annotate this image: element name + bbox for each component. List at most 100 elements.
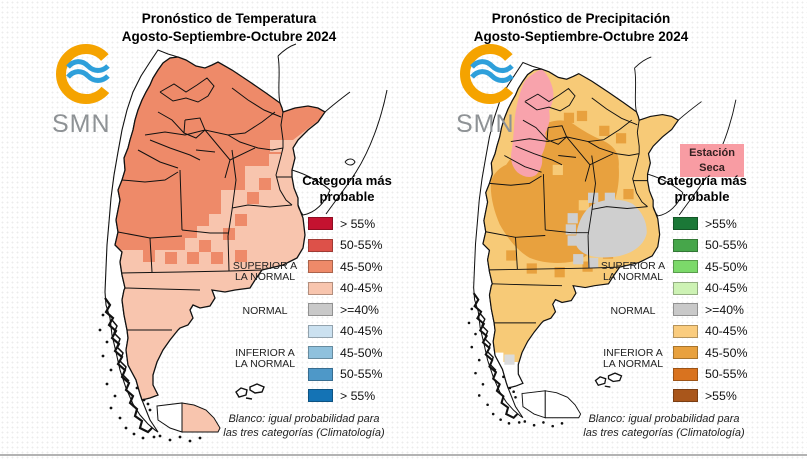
legend-row: > 55% — [308, 213, 382, 235]
legend-row: >=40% — [673, 299, 747, 321]
zone-normal — [575, 199, 647, 258]
legend-label: > 55% — [340, 388, 376, 403]
legend: >55% 50-55% 45-50% 40-45% >=40% 40-45% 4… — [673, 213, 747, 407]
panel-precipitation: Pronóstico de Precipitación Agosto-Septi… — [404, 0, 807, 455]
legend-label: >55% — [705, 388, 737, 403]
title-line-2: Agosto-Septiembre-Octubre 2024 — [121, 29, 337, 45]
legend-swatch — [673, 389, 698, 403]
legend-row: 50-55% — [673, 364, 747, 386]
legend-row: 45-50% — [308, 256, 382, 278]
legend-label: 50-55% — [705, 238, 748, 253]
legend-swatch — [673, 281, 698, 295]
panel-temperature: Pronóstico de Temperatura Agosto-Septiem… — [0, 0, 403, 455]
legend-row: 40-45% — [308, 278, 382, 300]
legend-row: 45-50% — [673, 256, 747, 278]
wave-icon — [470, 69, 514, 83]
tierra-del-fuego-chile — [156, 402, 183, 433]
legend: > 55% 50-55% 45-50% 40-45% >=40% 40-45% … — [308, 213, 382, 407]
legend-swatch — [308, 367, 333, 381]
legend-label: 40-45% — [705, 281, 748, 296]
malvinas-islands — [594, 372, 623, 388]
legend-row: >55% — [673, 385, 747, 407]
legend-swatch — [308, 217, 333, 231]
legend-heading: Categoría más probable — [292, 173, 402, 204]
malvinas-islands — [235, 383, 265, 400]
smn-logo: SMN — [456, 44, 530, 137]
legend-label: 45-50% — [340, 345, 383, 360]
legend-swatch — [308, 324, 333, 338]
legend-label: >55% — [705, 216, 737, 231]
wave-icon — [470, 59, 514, 73]
pixel-cells-dark — [143, 178, 271, 264]
title-line-2: Agosto-Septiembre-Octubre 2024 — [473, 29, 689, 45]
category-normal: NORMAL — [242, 305, 288, 317]
argentina-temperature-map — [98, 43, 388, 443]
legend-label: 50-55% — [340, 238, 383, 253]
panel-title: Pronóstico de Precipitación Agosto-Septi… — [440, 10, 722, 46]
dry-season-badge: Estación Seca — [680, 144, 744, 177]
zone-dry-season — [511, 69, 554, 178]
legend-heading-line1: Categoría más — [302, 173, 392, 188]
legend-heading-line1: Categoría más — [657, 173, 747, 188]
category-superior: SUPERIOR A LA NORMAL — [600, 260, 666, 284]
legend-label: 45-50% — [705, 345, 748, 360]
legend-swatch — [673, 260, 698, 274]
legend-label: 45-50% — [705, 259, 748, 274]
pixel-cells-light — [552, 164, 589, 211]
legend-label: >=40% — [340, 302, 379, 317]
legend-swatch — [308, 389, 333, 403]
panel-title: Pronóstico de Temperatura Agosto-Septiem… — [88, 10, 370, 46]
legend-row: 50-55% — [308, 235, 382, 257]
legend-row: 40-45% — [308, 321, 382, 343]
legend-row: 40-45% — [673, 321, 747, 343]
legend-heading-line2: probable — [674, 188, 730, 204]
legend-label: 40-45% — [340, 281, 383, 296]
legend-swatch — [308, 281, 333, 295]
legend-swatch — [673, 238, 698, 252]
legend-label: 40-45% — [340, 324, 383, 339]
legend-swatch — [308, 238, 333, 252]
legend-swatch — [308, 260, 333, 274]
legend-row: >55% — [673, 213, 747, 235]
legend-swatch — [673, 346, 698, 360]
climatology-note: Blanco: igual probabilidad para las tres… — [583, 413, 745, 440]
legend-label: 50-55% — [705, 367, 748, 382]
legend-row: 45-50% — [308, 342, 382, 364]
smn-logo-text: SMN — [52, 110, 111, 138]
legend-label: >=40% — [705, 302, 744, 317]
legend-row: 50-55% — [308, 364, 382, 386]
climatology-note: Blanco: igual probabilidad para las tres… — [223, 413, 385, 440]
legend-swatch — [673, 303, 698, 317]
legend-swatch — [673, 324, 698, 338]
legend-swatch — [673, 367, 698, 381]
legend-row: >=40% — [308, 299, 382, 321]
title-line-1: Pronóstico de Temperatura — [141, 11, 317, 26]
legend-label: 50-55% — [340, 367, 383, 382]
wave-icon — [66, 59, 110, 73]
legend-row: 45-50% — [673, 342, 747, 364]
smn-logo-icon — [56, 44, 116, 104]
legend-row: 40-45% — [673, 278, 747, 300]
legend-heading-line2: probable — [319, 188, 375, 204]
legend-swatch — [673, 217, 698, 231]
category-superior: SUPERIOR A LA NORMAL — [232, 260, 298, 284]
legend-row: > 55% — [308, 385, 382, 407]
legend-swatch — [308, 303, 333, 317]
smn-logo-icon — [460, 44, 520, 104]
legend-heading: Categoría más probable — [647, 173, 757, 204]
smn-logo-text: SMN — [456, 110, 515, 138]
legend-label: 40-45% — [705, 324, 748, 339]
tierra-del-fuego-chile — [521, 390, 546, 419]
wave-icon — [66, 69, 110, 83]
category-normal: NORMAL — [610, 305, 656, 317]
argentina-precipitation-map — [467, 56, 737, 428]
legend-swatch — [308, 346, 333, 360]
category-inferior: INFERIOR A LA NORMAL — [602, 347, 664, 371]
legend-label: 45-50% — [340, 259, 383, 274]
title-line-1: Pronóstico de Precipitación — [491, 11, 671, 26]
bottom-divider — [0, 454, 807, 456]
category-inferior: INFERIOR A LA NORMAL — [234, 347, 296, 371]
legend-label: > 55% — [340, 216, 376, 231]
legend-row: 50-55% — [673, 235, 747, 257]
